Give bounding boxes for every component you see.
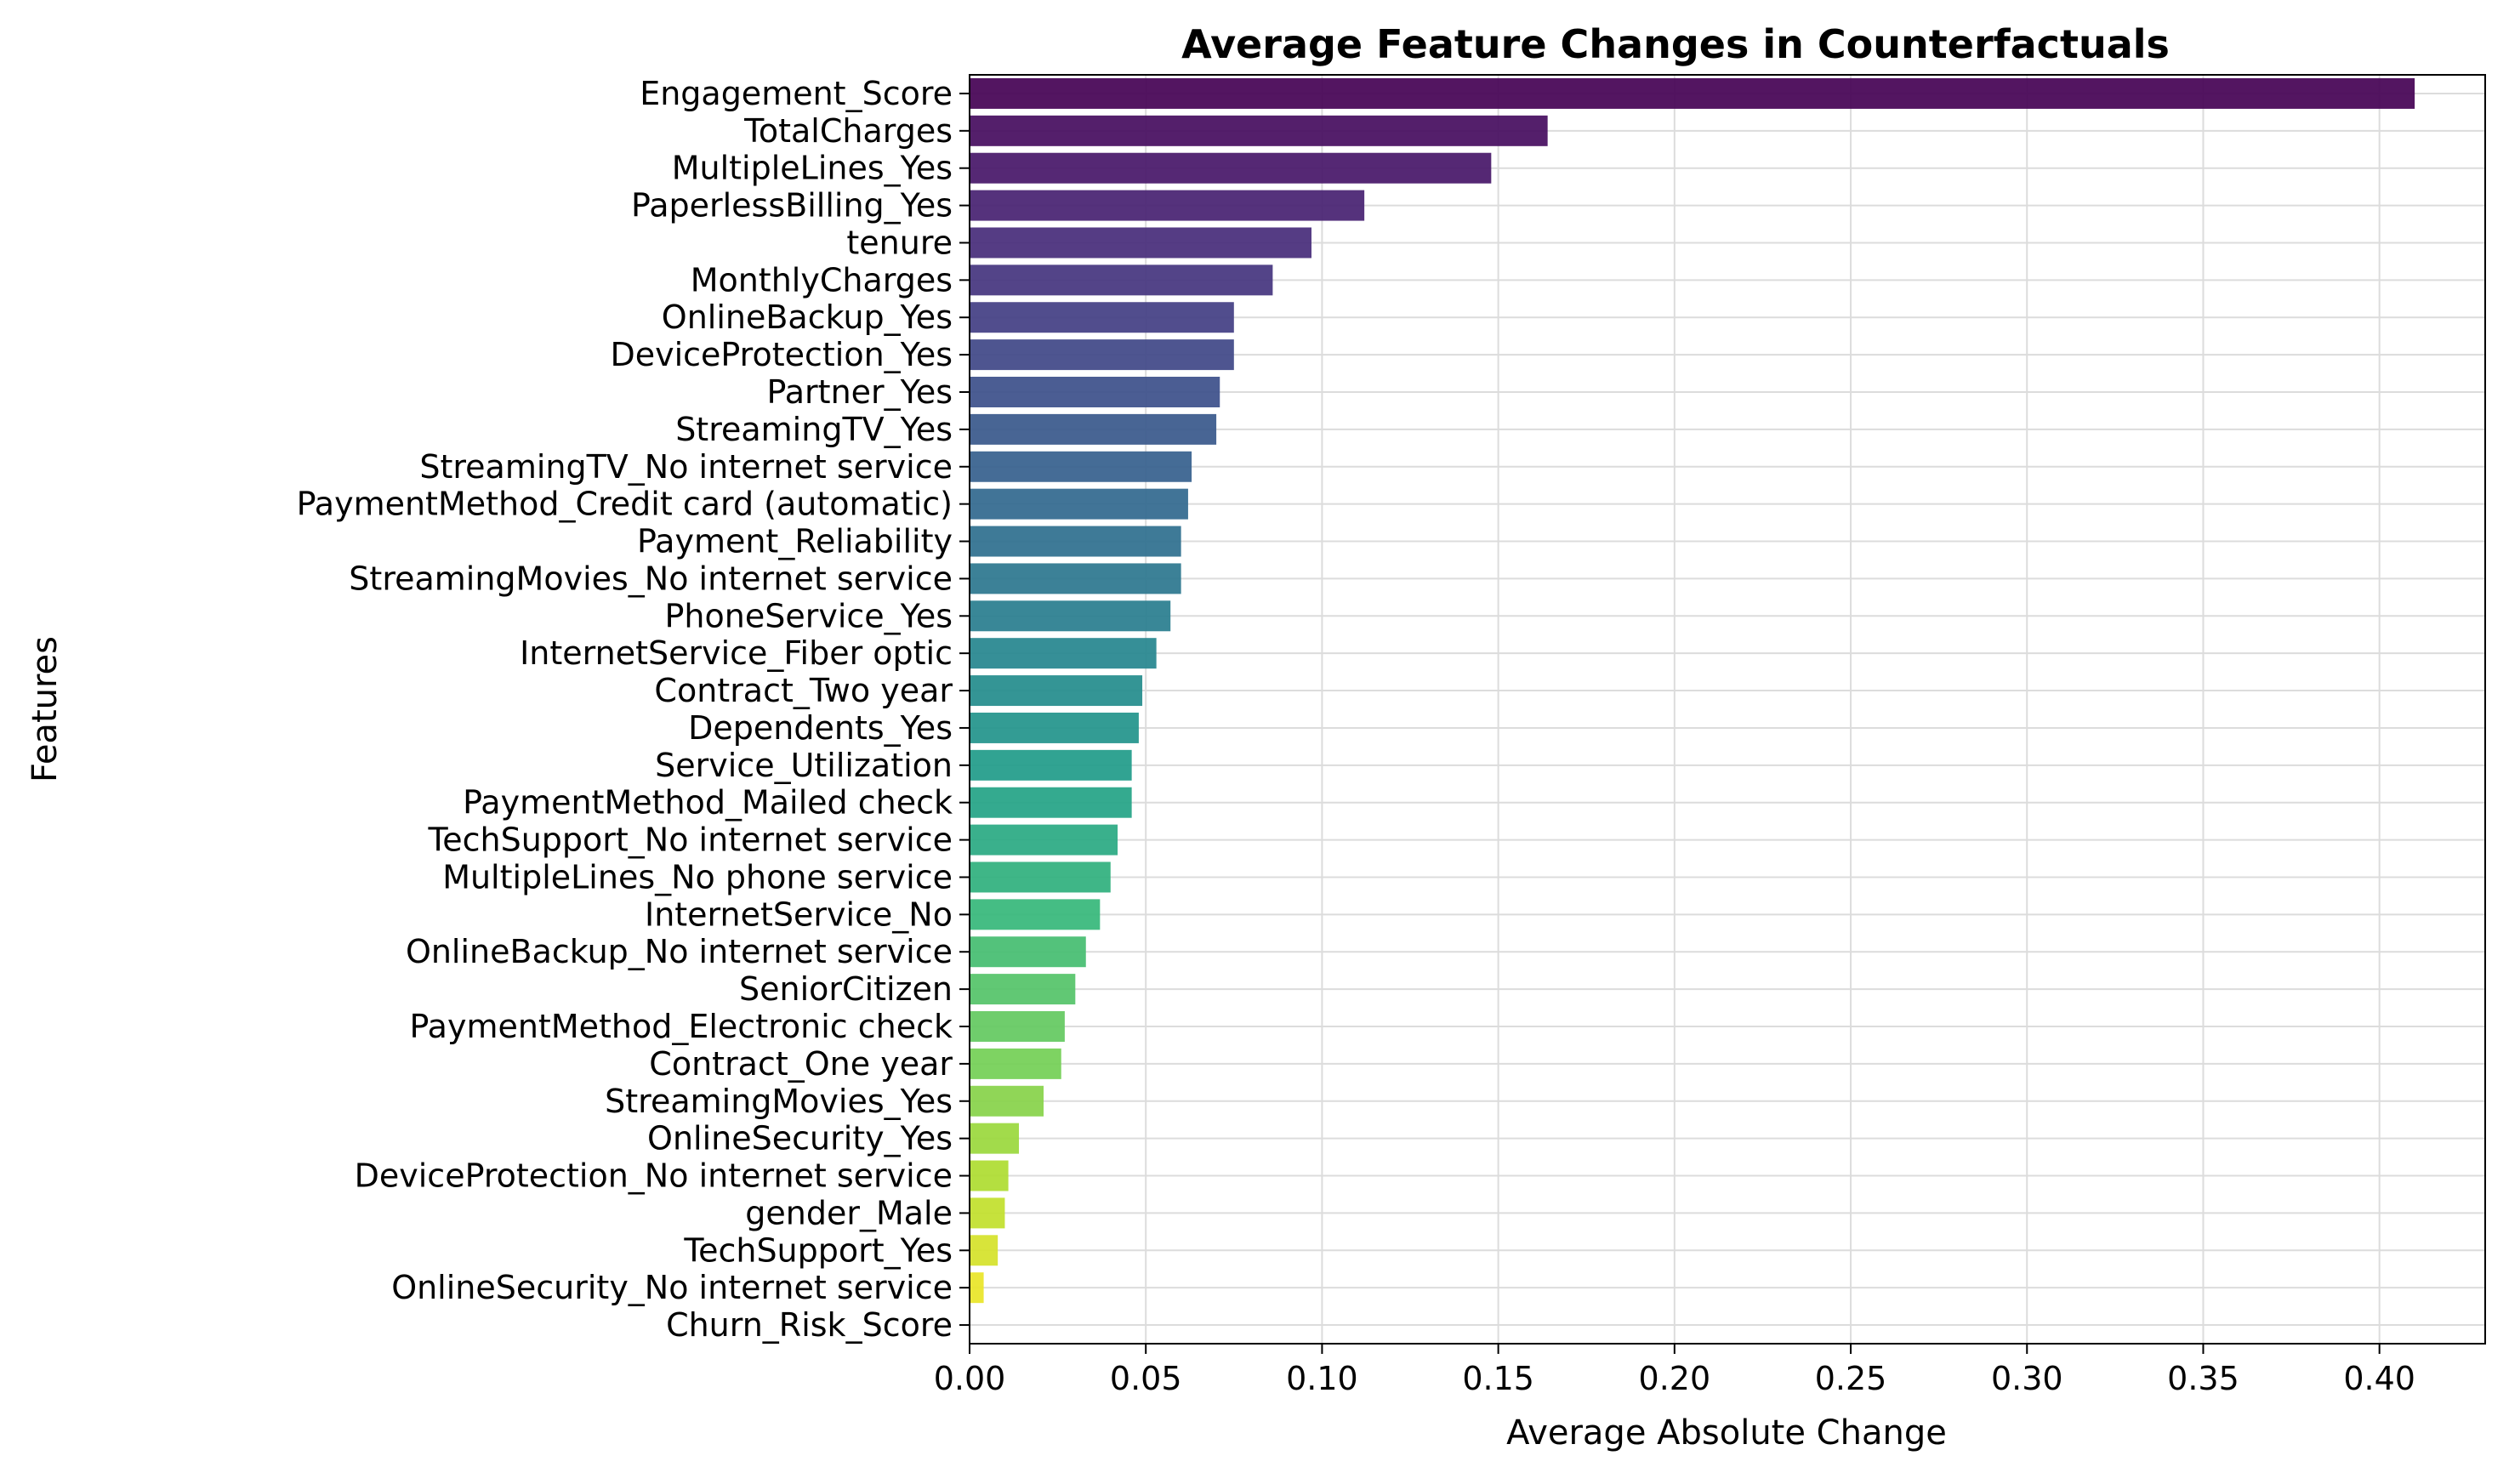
y-tick-label: DeviceProtection_No internet service xyxy=(355,1157,953,1195)
x-tick-label: 0.20 xyxy=(1639,1360,1711,1397)
y-tick-label: InternetService_Fiber optic xyxy=(520,634,953,672)
y-tick-label: Contract_One year xyxy=(649,1045,953,1083)
bar xyxy=(970,488,1188,520)
x-tick-label: 0.40 xyxy=(2343,1360,2415,1397)
y-tick-label: Payment_Reliability xyxy=(637,523,953,560)
bar xyxy=(970,600,1171,632)
y-tick-label: TechSupport_No internet service xyxy=(427,822,953,859)
bar xyxy=(970,413,1217,445)
bar xyxy=(970,115,1548,146)
bar xyxy=(970,1197,1005,1229)
y-tick-label: SeniorCitizen xyxy=(739,970,953,1008)
y-tick-label: PaymentMethod_Mailed check xyxy=(463,784,953,822)
bar xyxy=(970,227,1311,259)
y-tick-label: Partner_Yes xyxy=(767,373,953,411)
bar xyxy=(970,1123,1020,1154)
bar xyxy=(970,190,1365,221)
y-tick-label: PaymentMethod_Credit card (automatic) xyxy=(297,486,953,523)
y-tick-label: InternetService_No xyxy=(645,896,953,933)
y-tick-label: TotalCharges xyxy=(743,112,953,150)
bar xyxy=(970,563,1181,594)
x-tick-label: 0.25 xyxy=(1815,1360,1887,1397)
bar xyxy=(970,1160,1009,1191)
y-tick-label: PhoneService_Yes xyxy=(665,597,953,634)
y-tick-label: TechSupport_Yes xyxy=(683,1231,953,1269)
x-tick-label: 0.35 xyxy=(2167,1360,2239,1397)
x-tick-labels: 0.00 0.05 0.10 0.15 0.20 0.25 0.30 0.35 0.40 xyxy=(934,1344,2415,1397)
bar xyxy=(970,712,1139,743)
y-tick-label: MultipleLines_No phone service xyxy=(442,858,953,896)
bar xyxy=(970,339,1234,371)
y-tick-labels: Engagement_ScoreTotalChargesMultipleLine… xyxy=(297,75,970,1344)
bar xyxy=(970,787,1132,818)
y-tick-label: StreamingTV_No internet service xyxy=(419,448,953,486)
bar xyxy=(970,1235,998,1266)
bar xyxy=(970,264,1273,296)
bar xyxy=(970,451,1192,482)
y-tick-label: MonthlyCharges xyxy=(691,261,953,299)
bar xyxy=(970,899,1101,930)
bar xyxy=(970,824,1118,856)
y-tick-label: StreamingMovies_Yes xyxy=(605,1083,953,1120)
chart-title: Average Feature Changes in Counterfactua… xyxy=(1181,21,2170,67)
bar xyxy=(970,675,1143,707)
x-tick-label: 0.30 xyxy=(1991,1360,2063,1397)
x-tick-label: 0.00 xyxy=(934,1360,1006,1397)
x-tick-label: 0.05 xyxy=(1110,1360,1182,1397)
y-tick-label: OnlineSecurity_No internet service xyxy=(391,1269,953,1306)
y-tick-label: MultipleLines_Yes xyxy=(672,150,953,187)
y-tick-label: Dependents_Yes xyxy=(688,709,953,747)
y-tick-label: StreamingMovies_No internet service xyxy=(349,560,953,597)
bar xyxy=(970,974,1076,1005)
y-tick-label: OnlineBackup_No internet service xyxy=(406,933,953,970)
y-tick-label: PaymentMethod_Electronic check xyxy=(409,1008,953,1045)
bar xyxy=(970,936,1086,968)
y-tick-label: StreamingTV_Yes xyxy=(675,411,953,448)
bar xyxy=(970,1048,1061,1079)
bar xyxy=(970,152,1492,184)
y-tick-label: Contract_Two year xyxy=(654,672,953,709)
y-tick-label: OnlineSecurity_Yes xyxy=(647,1120,953,1157)
bar xyxy=(970,861,1111,893)
bar xyxy=(970,1085,1044,1117)
y-tick-label: PaperlessBilling_Yes xyxy=(631,187,953,225)
y-tick-label: DeviceProtection_Yes xyxy=(610,336,953,373)
y-tick-label: tenure xyxy=(846,224,953,261)
y-axis-label: Features xyxy=(26,636,65,782)
bar xyxy=(970,1011,1065,1042)
plot-frame xyxy=(969,74,2486,1345)
bars-layer xyxy=(970,77,2415,1304)
bar xyxy=(970,638,1157,669)
y-tick-label: OnlineBackup_Yes xyxy=(662,299,953,336)
bar xyxy=(970,377,1220,407)
x-tick-label: 0.10 xyxy=(1286,1360,1358,1397)
y-tick-label: Service_Utilization xyxy=(655,747,953,784)
x-axis-label: Average Absolute Change xyxy=(1506,1413,1947,1453)
bar xyxy=(970,749,1132,781)
y-tick-label: gender_Male xyxy=(745,1194,953,1231)
y-tick-label: Churn_Risk_Score xyxy=(666,1306,953,1344)
bar xyxy=(970,302,1234,333)
y-tick-label: Engagement_Score xyxy=(640,75,953,112)
bar xyxy=(970,526,1181,557)
bar xyxy=(970,1272,984,1304)
bar xyxy=(970,77,2415,109)
x-tick-label: 0.15 xyxy=(1462,1360,1534,1397)
